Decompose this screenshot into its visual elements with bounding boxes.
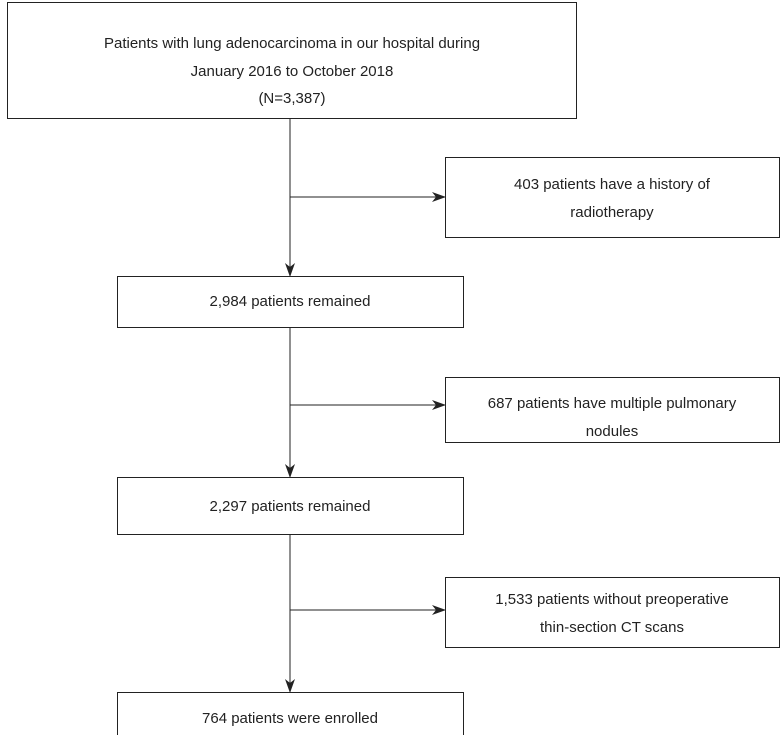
box-text: January 2016 to October 2018 <box>191 63 394 80</box>
box-text: Patients with lung adenocarcinoma in our… <box>104 35 480 52</box>
box-text: (N=3,387) <box>258 90 325 107</box>
box <box>117 276 464 328</box>
box <box>445 577 780 648</box>
box <box>445 377 780 443</box>
box <box>117 692 464 735</box>
box-text: 2,984 patients remained <box>210 293 371 310</box>
box-text: 1,533 patients without preoperative <box>495 591 729 608</box>
box <box>117 477 464 535</box>
box-text: 403 patients have a history of <box>514 176 711 193</box>
box-text: radiotherapy <box>570 204 654 221</box>
box-text: 687 patients have multiple pulmonary <box>488 395 737 412</box>
box <box>445 157 780 238</box>
box-text: 2,297 patients remained <box>210 498 371 515</box>
box-text: nodules <box>586 423 639 440</box>
box-text: 764 patients were enrolled <box>202 710 378 727</box>
box-text: thin-section CT scans <box>540 619 684 636</box>
box <box>7 2 577 119</box>
